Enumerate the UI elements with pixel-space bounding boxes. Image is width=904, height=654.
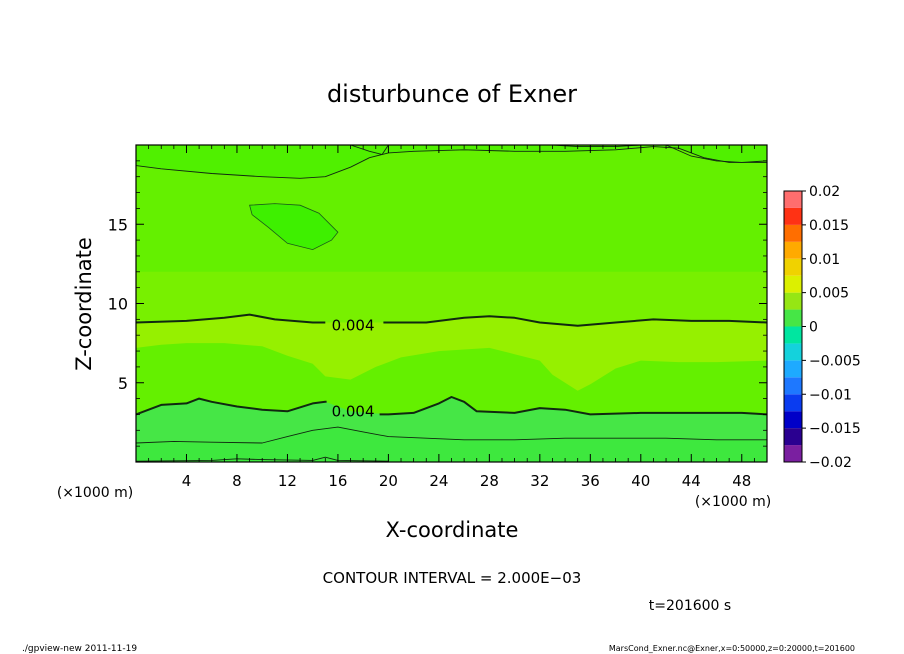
- contour-line-4: [383, 315, 767, 327]
- y-tick-label-0: 5: [118, 374, 128, 393]
- colorbar-segment-4: [784, 377, 802, 395]
- colorbar-segment-15: [784, 191, 802, 208]
- footer-right: MarsCond_Exner.nc@Exner,x=0:50000,z=0:20…: [609, 644, 855, 653]
- y-axis-label: Z-coordinate: [72, 237, 96, 371]
- contour-line-7: [665, 145, 767, 163]
- colorbar-label-0: 0.02: [809, 184, 840, 200]
- x-unit-right: (×1000 m): [695, 494, 771, 510]
- colorbar: 0.02 0.015 0.01 0.005 0 −0.005 −0.01 −0.015 −0.0…: [783, 184, 861, 471]
- colorbar-label-2: 0.01: [809, 252, 840, 268]
- x-tick-label-5: 24: [429, 472, 448, 490]
- colorbar-segment-10: [784, 275, 802, 293]
- contour-label-1: 0.004: [332, 402, 375, 420]
- colorbar-label-1: 0.015: [809, 218, 849, 234]
- y-tick-label-1: 10: [108, 295, 128, 314]
- x-tick-label-11: 48: [732, 472, 751, 490]
- colorbar-segment-7: [784, 326, 802, 344]
- time-label: t=201600 s: [649, 598, 731, 614]
- colorbar-segment-6: [784, 343, 802, 361]
- x-unit-left: (×1000 m): [57, 485, 133, 501]
- colorbar-segment-11: [784, 258, 802, 276]
- field-blob-0: [249, 203, 339, 251]
- x-tick-label-9: 40: [631, 472, 650, 490]
- field-layer: 0.004 0.004: [136, 145, 767, 462]
- colorbar-segment-8: [784, 309, 802, 327]
- colorbar-label-8: −0.02: [809, 455, 852, 471]
- x-tick-label-2: 12: [278, 472, 297, 490]
- x-tick-label-1: 8: [232, 472, 242, 490]
- field-band-5: [136, 145, 767, 179]
- contour-line-0: [136, 426, 767, 444]
- x-axis-label: X-coordinate: [386, 518, 519, 542]
- colorbar-segment-9: [784, 292, 802, 310]
- colorbar-segment-3: [784, 394, 802, 412]
- x-tick-label-3: 16: [328, 472, 347, 490]
- colorbar-label-3: 0.005: [809, 286, 849, 302]
- colorbar-segment-12: [784, 241, 802, 259]
- contour-line-1: [136, 397, 327, 416]
- contour-interval-label: CONTOUR INTERVAL = 2.000E−03: [323, 569, 582, 587]
- footer-left: ./gpview-new 2011-11-19: [22, 644, 137, 654]
- colorbar-segment-2: [784, 411, 802, 429]
- colorbar-label-7: −0.015: [809, 421, 861, 437]
- x-tick-label-8: 36: [581, 472, 600, 490]
- colorbar-segment-1: [784, 428, 802, 446]
- x-tick-label-4: 20: [379, 472, 398, 490]
- plot-area: 0.004 0.004: [136, 145, 767, 462]
- colorbar-segment-14: [784, 207, 802, 225]
- contour-line-6: [350, 145, 389, 155]
- colorbar-label-5: −0.005: [809, 353, 861, 369]
- colorbar-segment-0: [784, 445, 802, 462]
- colorbar-segment-5: [784, 360, 802, 378]
- colorbar-label-4: 0: [809, 320, 818, 336]
- chart-title: disturbunce of Exner: [327, 80, 577, 108]
- x-tick-label-0: 4: [182, 472, 192, 490]
- colorbar-segment-13: [784, 224, 802, 242]
- y-tick-label-2: 15: [108, 215, 128, 234]
- x-tick-label-10: 44: [682, 472, 701, 490]
- x-tick-label-7: 32: [530, 472, 549, 490]
- contour-line-2: [379, 396, 767, 416]
- colorbar-label-6: −0.01: [809, 387, 852, 403]
- contour-line-3: [136, 313, 326, 324]
- contour-label-0: 0.004: [332, 317, 375, 335]
- x-tick-label-6: 28: [480, 472, 499, 490]
